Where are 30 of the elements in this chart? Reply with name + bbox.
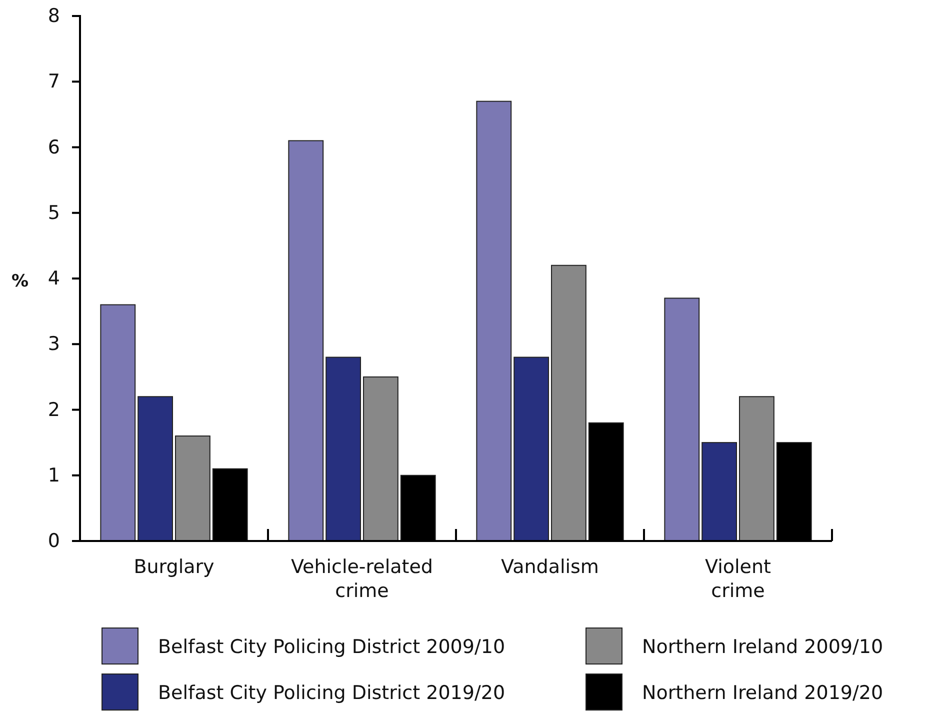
bar (738, 396, 774, 542)
x-tick-label: Violent crime (705, 556, 771, 602)
bar (476, 100, 512, 542)
bar (362, 376, 398, 542)
y-tick-label: 6 (48, 136, 60, 158)
legend-label: Belfast City Policing District 2009/10 (158, 636, 506, 658)
y-tick-label: 3 (48, 333, 60, 356)
bar (514, 356, 550, 542)
legend-label: Northern Ireland 2009/10 (642, 636, 884, 658)
legend-label: Belfast City Policing District 2019/20 (158, 682, 506, 704)
bar (326, 356, 362, 542)
bar (138, 396, 174, 542)
bar (664, 298, 700, 542)
y-tick-label: 1 (48, 464, 60, 486)
bar (174, 436, 210, 542)
x-tick-label: Vehicle-related crime (290, 556, 434, 602)
y-tick-label: 5 (48, 202, 60, 224)
y-tick-label: 7 (48, 70, 60, 93)
y-tick-label: 8 (48, 5, 60, 28)
bar (288, 140, 324, 542)
bar (550, 264, 586, 542)
y-tick-label: 2 (48, 398, 60, 421)
x-tick-label: Burglary (134, 556, 214, 578)
bar (702, 442, 738, 542)
bar (100, 304, 136, 542)
y-tick-label: 4 (48, 268, 60, 290)
y-tick-label: 0 (48, 530, 60, 552)
y-axis-title: % (11, 272, 29, 292)
x-tick-label: Vandalism (501, 556, 599, 578)
legend-label: Northern Ireland 2019/20 (642, 682, 884, 704)
